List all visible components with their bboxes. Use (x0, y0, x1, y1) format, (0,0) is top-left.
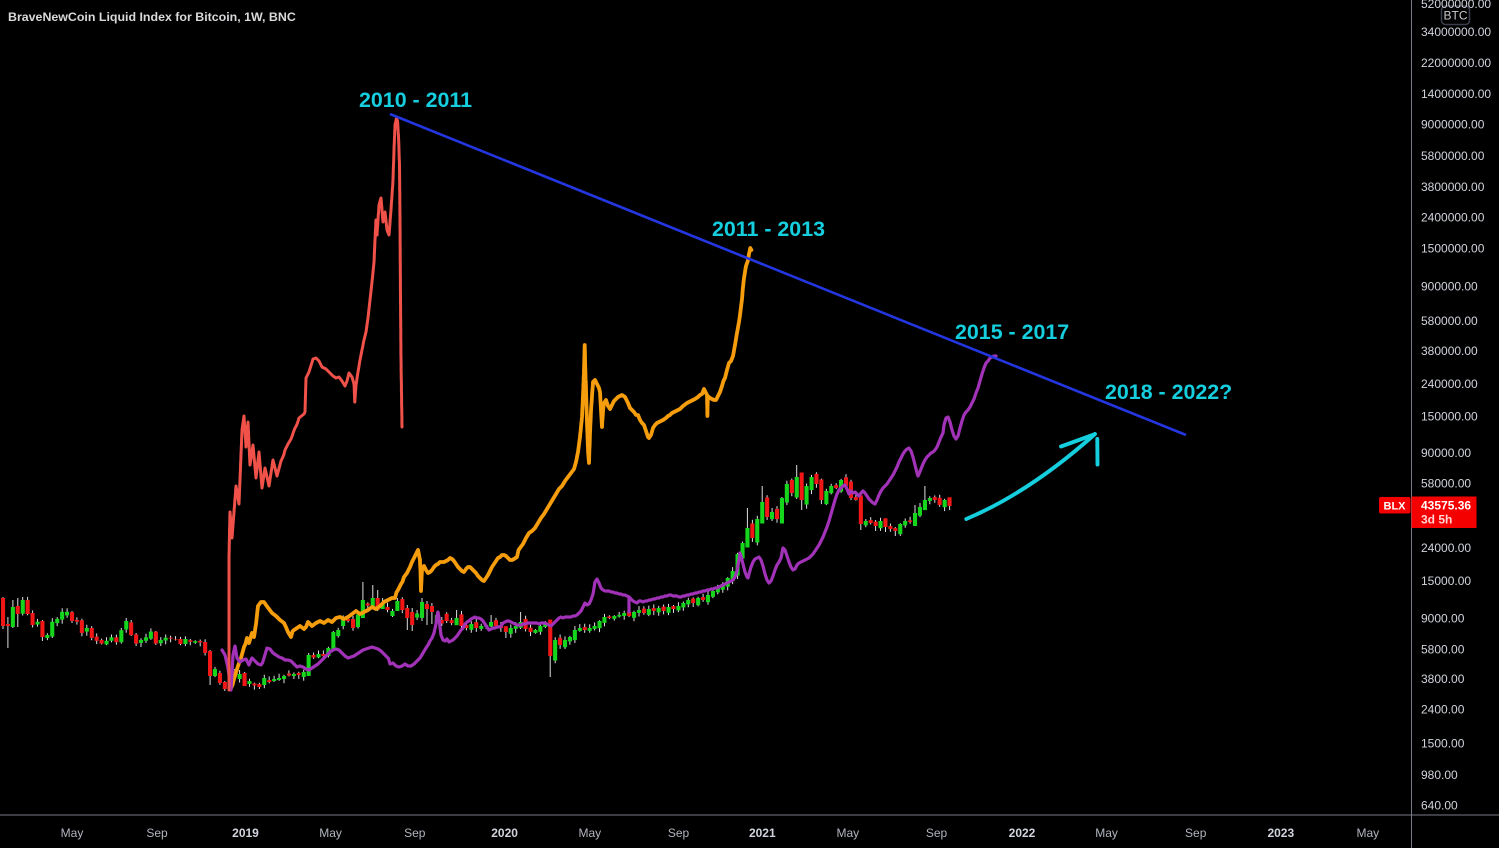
svg-text:Sep: Sep (1185, 826, 1207, 840)
svg-text:3800000.00: 3800000.00 (1421, 180, 1485, 194)
svg-text:22000000.00: 22000000.00 (1421, 56, 1491, 70)
svg-text:May: May (319, 826, 342, 840)
svg-text:Sep: Sep (404, 826, 426, 840)
svg-text:15000.00: 15000.00 (1421, 574, 1471, 588)
svg-text:58000.00: 58000.00 (1421, 477, 1471, 491)
svg-text:150000.00: 150000.00 (1421, 409, 1478, 423)
svg-text:Sep: Sep (668, 826, 690, 840)
svg-text:1500000.00: 1500000.00 (1421, 242, 1485, 256)
svg-text:2021: 2021 (749, 826, 776, 840)
svg-text:380000.00: 380000.00 (1421, 344, 1478, 358)
svg-text:14000000.00: 14000000.00 (1421, 87, 1491, 101)
svg-text:240000.00: 240000.00 (1421, 377, 1478, 391)
svg-text:9000000.00: 9000000.00 (1421, 118, 1485, 132)
svg-text:1500.00: 1500.00 (1421, 737, 1465, 751)
svg-text:BraveNewCoin Liquid Index for: BraveNewCoin Liquid Index for Bitcoin, 1… (8, 10, 296, 24)
svg-text:Sep: Sep (146, 826, 168, 840)
svg-text:24000.00: 24000.00 (1421, 541, 1471, 555)
svg-text:2010 - 2011: 2010 - 2011 (359, 88, 472, 112)
svg-text:May: May (578, 826, 601, 840)
svg-text:BTC: BTC (1444, 9, 1468, 23)
svg-text:2018 - 2022?: 2018 - 2022? (1105, 380, 1232, 404)
svg-text:5800.00: 5800.00 (1421, 643, 1465, 657)
svg-text:Sep: Sep (926, 826, 948, 840)
svg-text:May: May (1356, 826, 1379, 840)
svg-text:580000.00: 580000.00 (1421, 314, 1478, 328)
svg-text:2011 - 2013: 2011 - 2013 (712, 217, 825, 241)
svg-text:980.00: 980.00 (1421, 768, 1458, 782)
svg-text:2400.00: 2400.00 (1421, 703, 1465, 717)
svg-text:May: May (61, 826, 84, 840)
svg-text:5800000.00: 5800000.00 (1421, 149, 1485, 163)
svg-text:34000000.00: 34000000.00 (1421, 25, 1491, 39)
svg-text:May: May (1095, 826, 1118, 840)
svg-text:3800.00: 3800.00 (1421, 672, 1465, 686)
svg-text:3d 5h: 3d 5h (1421, 513, 1452, 527)
svg-text:2400000.00: 2400000.00 (1421, 211, 1485, 225)
svg-text:May: May (836, 826, 859, 840)
svg-text:900000.00: 900000.00 (1421, 280, 1478, 294)
svg-text:43575.36: 43575.36 (1421, 499, 1471, 513)
svg-text:2019: 2019 (232, 826, 259, 840)
svg-text:2023: 2023 (1267, 826, 1294, 840)
svg-text:2015 - 2017: 2015 - 2017 (955, 320, 1069, 344)
svg-text:52000000.00: 52000000.00 (1421, 0, 1491, 11)
svg-text:90000.00: 90000.00 (1421, 446, 1471, 460)
svg-text:2020: 2020 (491, 826, 518, 840)
svg-text:2022: 2022 (1009, 826, 1036, 840)
svg-text:9000.00: 9000.00 (1421, 612, 1465, 626)
svg-text:640.00: 640.00 (1421, 798, 1458, 812)
svg-text:BLX: BLX (1384, 501, 1407, 513)
